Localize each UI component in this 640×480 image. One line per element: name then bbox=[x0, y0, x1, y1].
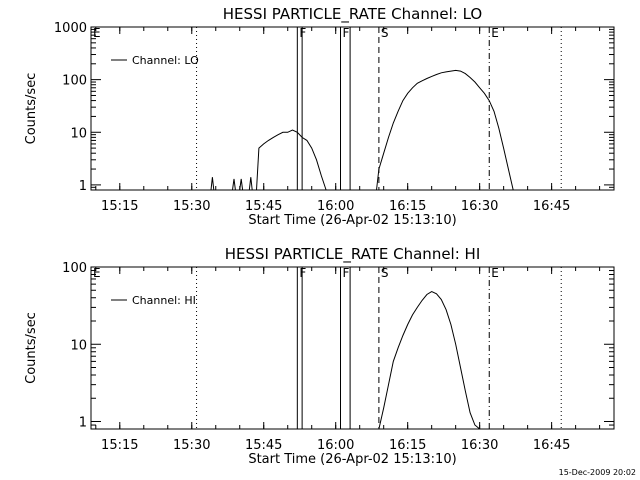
flag-label: S bbox=[381, 26, 389, 40]
series-line bbox=[256, 129, 327, 191]
flag-label: E bbox=[93, 266, 101, 280]
y-tick-label: 100 bbox=[62, 261, 87, 276]
flag-label: E bbox=[491, 266, 499, 280]
series-line bbox=[248, 177, 253, 191]
plot-frame bbox=[90, 26, 615, 191]
x-tick-label: 15:15 bbox=[101, 199, 138, 214]
flag-label: S bbox=[381, 266, 389, 280]
x-axis-label: Start Time (26-Apr-02 15:13:10) bbox=[248, 213, 456, 228]
legend-label: Channel: LO bbox=[132, 54, 199, 67]
y-axis-label: Counts/sec bbox=[24, 73, 39, 145]
date-stamp: 15-Dec-2009 20:02 bbox=[559, 468, 636, 477]
x-tick-label: 16:45 bbox=[533, 199, 570, 214]
x-tick-label: 16:00 bbox=[317, 199, 354, 214]
x-tick-label: 15:45 bbox=[245, 438, 282, 453]
x-tick-label: 16:45 bbox=[533, 438, 570, 453]
chart-title: HESSI PARTICLE_RATE Channel: LO bbox=[223, 5, 482, 24]
series-line bbox=[210, 177, 215, 191]
series-line bbox=[239, 178, 244, 191]
x-tick-label: 16:15 bbox=[389, 199, 426, 214]
x-tick-label: 16:00 bbox=[317, 438, 354, 453]
x-tick-label: 16:15 bbox=[389, 438, 426, 453]
chart-title: HESSI PARTICLE_RATE Channel: HI bbox=[225, 245, 481, 264]
y-tick-label: 1000 bbox=[54, 21, 87, 36]
x-tick-label: 15:30 bbox=[173, 438, 210, 453]
x-tick-label: 15:15 bbox=[101, 438, 138, 453]
flag-label: E bbox=[491, 26, 499, 40]
x-tick-label: 15:45 bbox=[245, 199, 282, 214]
series-line bbox=[376, 69, 514, 191]
flag-label: F bbox=[343, 266, 350, 280]
x-axis-label: Start Time (26-Apr-02 15:13:10) bbox=[248, 452, 456, 467]
x-tick-label: 16:30 bbox=[461, 438, 498, 453]
panel-lo bbox=[90, 26, 615, 191]
y-tick-label: 1 bbox=[79, 416, 87, 431]
y-tick-label: 10 bbox=[70, 126, 87, 141]
plot-frame bbox=[90, 266, 615, 430]
y-tick-label: 10 bbox=[70, 338, 87, 353]
series-line bbox=[232, 178, 236, 191]
flag-label: F bbox=[299, 266, 306, 280]
y-tick-label: 100 bbox=[62, 74, 87, 89]
y-tick-label: 1 bbox=[79, 179, 87, 194]
legend-label: Channel: HI bbox=[132, 294, 196, 307]
series-line bbox=[378, 291, 481, 430]
y-axis-label: Counts/sec bbox=[24, 312, 39, 384]
panel-hi bbox=[90, 266, 615, 430]
x-tick-label: 15:30 bbox=[173, 199, 210, 214]
flag-label: E bbox=[93, 26, 101, 40]
x-tick-label: 16:30 bbox=[461, 199, 498, 214]
flag-label: F bbox=[299, 26, 306, 40]
flag-label: F bbox=[343, 26, 350, 40]
